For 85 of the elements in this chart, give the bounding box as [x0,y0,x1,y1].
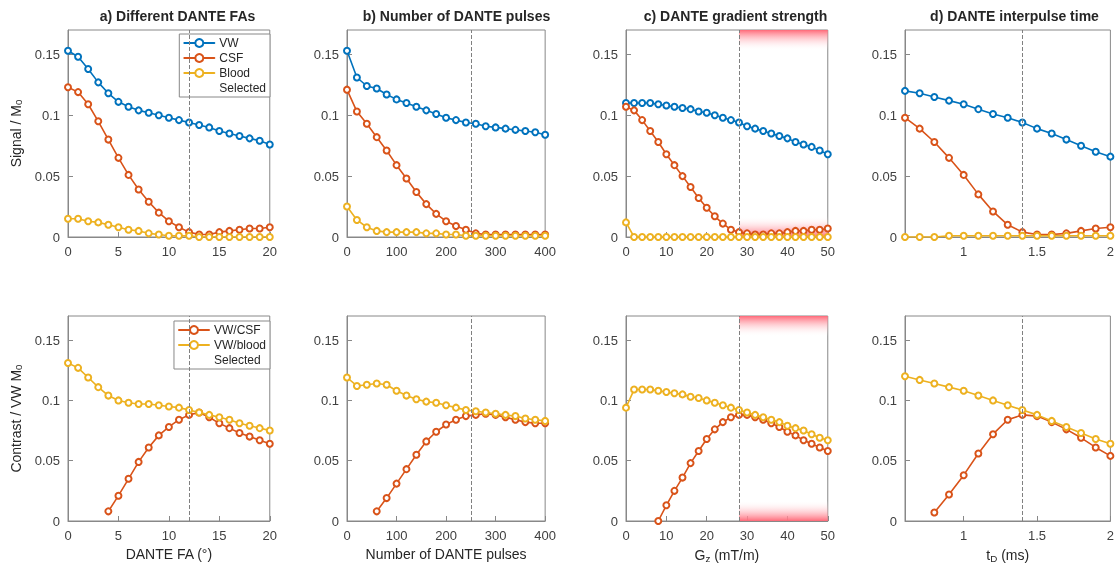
x-tick-label: 5 [114,244,123,259]
x-tick-label: 5 [114,528,123,543]
x-tick-label: 10 [161,244,177,259]
x-tick-label: 0 [64,244,72,259]
y-tick-label: 0 [331,513,339,529]
y-tick-label: 0.05 [313,453,339,469]
x-tick-label: 20 [262,528,277,543]
x-tick-label: 400 [534,244,557,259]
x-tick-label: 1 [960,244,968,259]
legend-label: VW/blood [213,338,267,352]
y-axis-title: Signal / M0 [7,99,25,168]
x-tick-label: 10 [161,528,177,543]
y-tick-label: 0.1 [41,392,60,408]
chart-title: c) DANTE gradient strength [643,8,828,24]
x-tick-label: 1.5 [1027,528,1047,543]
chart-title: a) Different DANTE FAs [99,8,256,24]
x-tick-label: 15 [212,244,227,259]
x-tick-label: 100 [385,244,408,259]
x-tick-label: 200 [435,528,457,543]
y-tick-label: 0.1 [878,107,897,123]
x-tick-label: 10 [659,528,674,543]
x-tick-label: 300 [484,528,507,543]
y-tick-label: 0.15 [871,332,897,348]
x-tick-label: 0 [343,528,351,543]
y-tick-label: 0 [610,513,618,529]
x-tick-label: 15 [212,528,227,543]
y-tick-label: 0 [889,513,897,529]
y-tick-label: 0.15 [34,332,60,348]
x-tick-label: 2 [1106,244,1114,259]
chart-title: b) Number of DANTE pulses [362,8,551,24]
y-tick-label: 0.05 [871,453,897,469]
y-tick-label: 0.05 [592,453,618,469]
y-tick-label: 0 [610,229,618,245]
x-tick-label: 0 [622,244,630,259]
ref-line-label: Selected [213,353,261,367]
x-tick-label: 30 [739,528,755,543]
x-tick-label: 20 [699,244,714,259]
y-tick-label: 0.15 [592,332,618,348]
x-tick-label: 40 [780,528,795,543]
y-tick-label: 0.1 [599,107,618,123]
x-axis-title: Number of DANTE pulses [365,546,527,562]
ref-line-label: Selected [219,81,266,95]
x-tick-label: 20 [262,244,277,259]
y-tick-label: 0 [331,229,339,245]
legend-label: VW/CSF [213,323,261,337]
legend-label: Blood [219,66,250,80]
x-tick-label: 100 [385,528,408,543]
legend-label: CSF [219,51,244,65]
x-axis-title: DANTE FA (°) [125,546,213,562]
y-tick-label: 0.1 [320,107,339,123]
x-tick-label: 0 [64,528,72,543]
x-tick-label: 50 [820,528,835,543]
y-tick-label: 0 [889,229,897,245]
x-tick-label: 0 [343,244,351,259]
y-tick-label: 0.1 [878,392,897,408]
x-tick-label: 30 [739,244,755,259]
x-tick-label: 10 [659,244,674,259]
y-axis-title: Contrast / VW M0 [7,363,25,473]
y-tick-label: 0.15 [313,46,339,62]
y-tick-label: 0.05 [34,168,60,184]
y-tick-label: 0.15 [871,46,897,62]
y-tick-label: 0.05 [871,168,897,184]
y-tick-label: 0 [52,513,60,529]
legend-label: VW [219,36,240,50]
y-tick-label: 0.05 [34,453,60,469]
x-tick-label: 20 [699,528,714,543]
x-tick-label: 0 [622,528,630,543]
chart-title: d) DANTE interpulse time [930,8,1100,24]
x-tick-label: 2 [1106,528,1114,543]
y-tick-label: 0.15 [34,46,60,62]
x-tick-label: 1.5 [1027,244,1047,259]
y-tick-label: 0.15 [313,332,339,348]
x-tick-label: 200 [435,244,457,259]
x-tick-label: 1 [960,528,968,543]
y-tick-label: 0.05 [592,168,618,184]
y-tick-label: 0.05 [313,168,339,184]
y-tick-label: 0.1 [320,392,339,408]
x-tick-label: 400 [534,528,557,543]
y-tick-label: 0.15 [592,46,618,62]
y-tick-label: 0.1 [599,392,618,408]
x-tick-label: 40 [780,244,795,259]
y-tick-label: 0.1 [41,107,60,123]
y-tick-label: 0 [52,229,60,245]
x-tick-label: 300 [484,244,507,259]
x-tick-label: 50 [820,244,835,259]
